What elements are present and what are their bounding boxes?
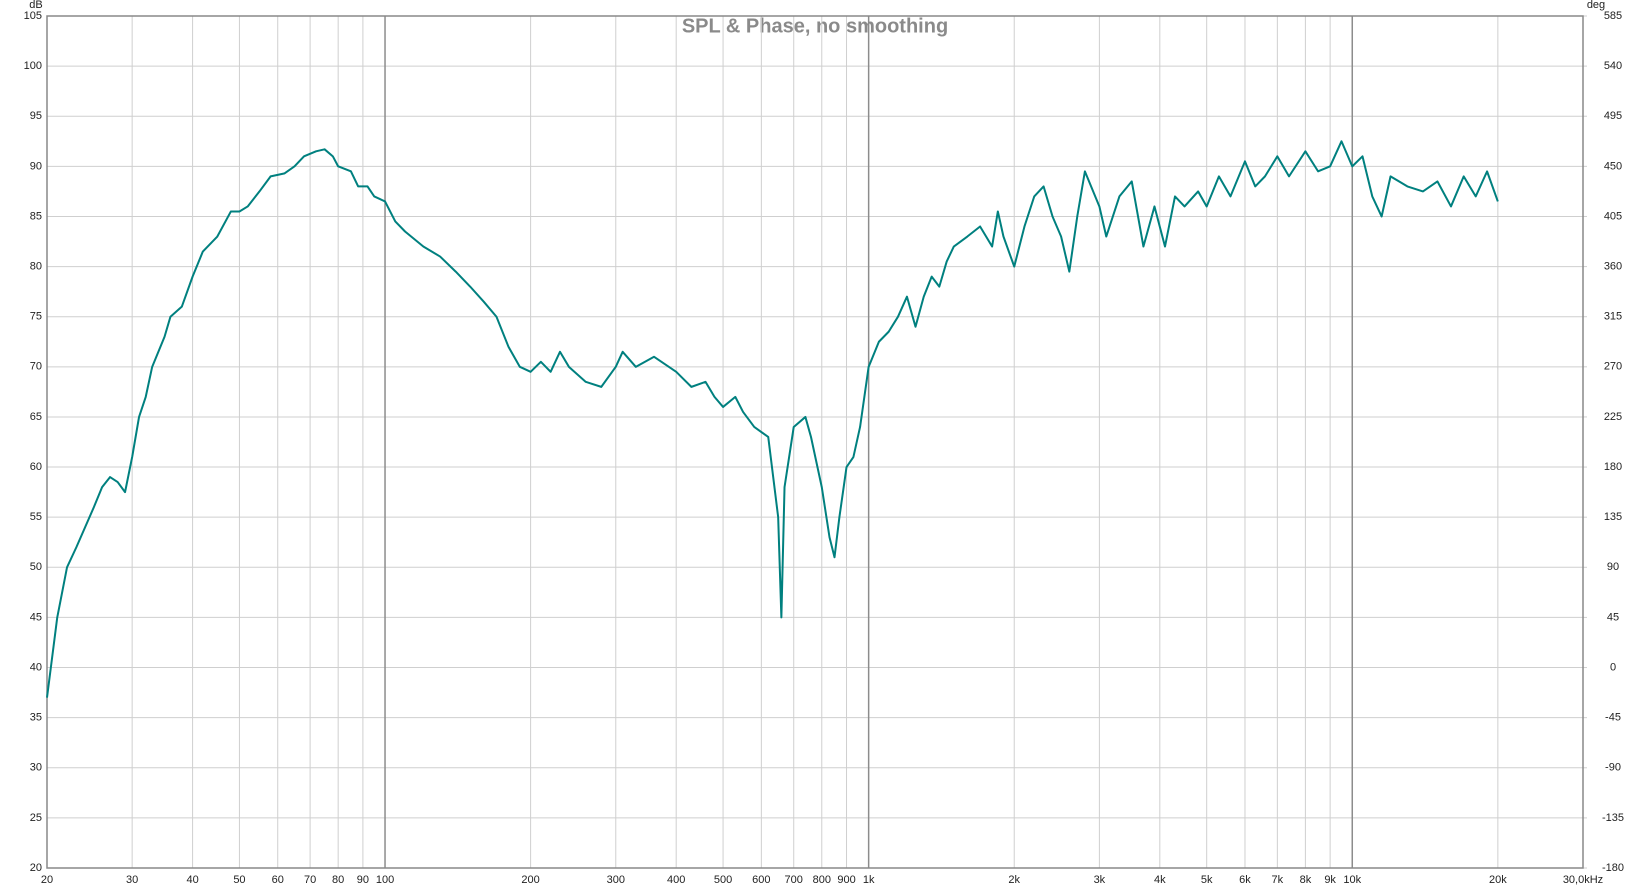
x-tick-label: 1k [863,874,875,885]
y-tick-label: 50 [30,561,42,573]
y2-tick-label: -180 [1602,862,1624,874]
y-tick-label: 55 [30,511,42,523]
x-tick-label: 6k [1239,874,1251,885]
y2-tick-label: 270 [1604,361,1622,373]
x-tick-label: 60 [272,874,284,885]
y-tick-label: 90 [30,160,42,172]
y2-tick-label: 405 [1604,210,1622,222]
y2-tick-label: 540 [1604,60,1622,72]
x-tick-label: 70 [304,874,316,885]
y2-tick-label: -135 [1602,812,1624,824]
y2-tick-label: 135 [1604,511,1622,523]
x-tick-label: 600 [752,874,770,885]
y-tick-label: 35 [30,712,42,724]
y2-tick-label: 585 [1604,10,1622,22]
x-tick-label: 5k [1201,874,1213,885]
y-tick-label: 95 [30,110,42,122]
chart-title: SPL & Phase, no smoothing [682,15,948,37]
y-tick-label: 65 [30,411,42,423]
y2-tick-label: 315 [1604,311,1622,323]
y-tick-label: 105 [24,10,42,22]
x-tick-label: 8k [1300,874,1312,885]
x-tick-label: 10k [1343,874,1361,885]
x-tick-label: 2k [1008,874,1020,885]
x-tick-label: 20k [1489,874,1507,885]
y2-tick-label: 225 [1604,411,1622,423]
x-tick-label: 40 [186,874,198,885]
y-tick-label: 45 [30,611,42,623]
x-tick-label: 900 [837,874,855,885]
y-tick-label: 80 [30,260,42,272]
x-tick-label: 90 [357,874,369,885]
y2-tick-label: 495 [1604,110,1622,122]
y2-tick-label: 45 [1607,611,1619,623]
y-tick-label: 100 [24,60,42,72]
plot-frame [46,15,1584,869]
y-tick-label: 75 [30,311,42,323]
x-tick-label: 300 [607,874,625,885]
x-tick-label: 500 [714,874,732,885]
y2-tick-label: 360 [1604,260,1622,272]
y2-tick-label: 180 [1604,461,1622,473]
x-tick-label: 700 [785,874,803,885]
y2-tick-label: 90 [1607,561,1619,573]
x-tick-label: 30,0kHz [1563,874,1603,885]
x-tick-label: 800 [813,874,831,885]
x-tick-label: 100 [376,874,394,885]
x-tick-label: 80 [332,874,344,885]
y-tick-label: 30 [30,762,42,774]
y-tick-label: 85 [30,210,42,222]
y2-tick-label: 450 [1604,160,1622,172]
y-tick-label: 70 [30,361,42,373]
x-tick-label: 400 [667,874,685,885]
y-tick-label: 40 [30,661,42,673]
x-tick-label: 9k [1324,874,1336,885]
y2-tick-label: 0 [1610,661,1616,673]
x-tick-label: 4k [1154,874,1166,885]
y-axis-label: dB [29,0,42,11]
y2-tick-label: -45 [1605,712,1621,724]
y2-axis-label: deg [1587,0,1605,11]
y-tick-label: 20 [30,862,42,874]
x-tick-label: 30 [126,874,138,885]
x-tick-label: 3k [1094,874,1106,885]
y2-tick-label: -90 [1605,762,1621,774]
x-tick-label: 50 [233,874,245,885]
y-tick-label: 60 [30,461,42,473]
x-tick-label: 200 [521,874,539,885]
y-tick-label: 25 [30,812,42,824]
spl-line [46,140,1499,698]
x-tick-label: 20 [41,874,53,885]
x-tick-label: 7k [1272,874,1284,885]
